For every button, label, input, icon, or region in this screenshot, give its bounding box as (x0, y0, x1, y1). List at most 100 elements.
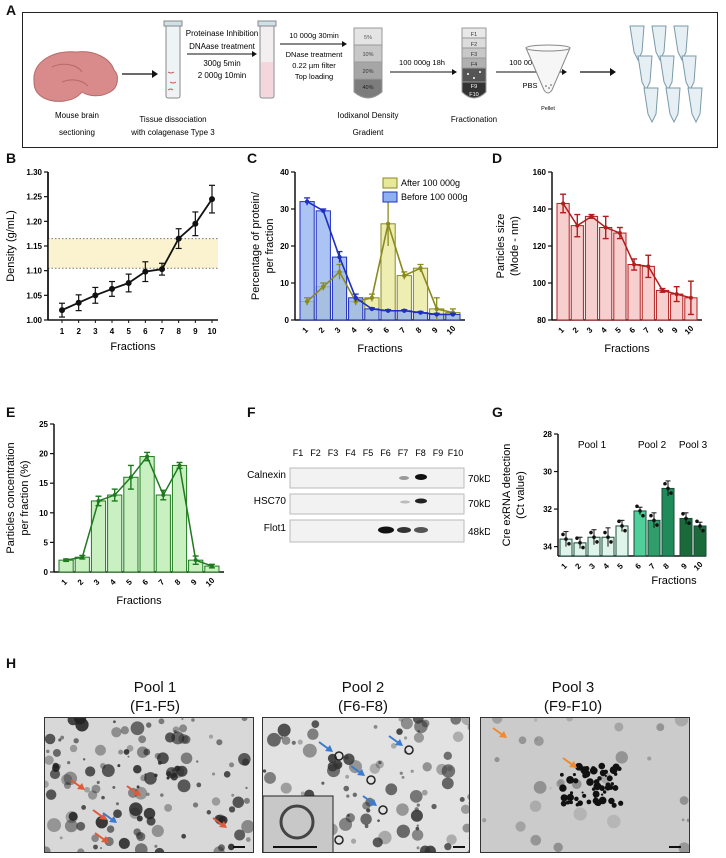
aggregate-particle (595, 784, 598, 787)
x-tick-label: 3 (333, 325, 343, 335)
chart-particle-size: 80 100 120 140 160 1 2 3 4 5 6 7 8 9 10 Fractions Partic… (495, 168, 702, 355)
em-particle (46, 749, 50, 754)
em-particle (372, 837, 383, 848)
blot-label-calnexin: Calnexin (247, 470, 286, 481)
x-axis-label: Fractions (651, 575, 697, 587)
band-flot1-f6 (378, 526, 394, 534)
em-particle (553, 842, 563, 852)
em-particle (91, 834, 99, 843)
step1-top-line3: 300g 5min (203, 59, 240, 68)
x-axis-label: Fractions (110, 341, 156, 353)
em-particle (67, 761, 71, 765)
aggregate-particle (566, 775, 574, 784)
em-particle (416, 846, 420, 850)
blot-fraction-label-f6: F6 (380, 448, 391, 458)
em-particle (344, 755, 349, 760)
em-particle (467, 849, 469, 852)
pool3-label: Pool 3 (679, 440, 708, 451)
em-particle (196, 760, 199, 763)
y-tick-label: 5 (44, 538, 49, 547)
em-particle (118, 749, 124, 755)
replicate-point (595, 540, 599, 544)
gradient-pct-10: 10% (362, 52, 373, 58)
em-particle (281, 736, 291, 745)
em-particle (146, 792, 150, 796)
em-particle (120, 726, 129, 735)
y-tick-label: 30 (543, 468, 552, 477)
replicate-point (669, 491, 673, 495)
em-particle (263, 769, 267, 773)
tube-label-f3: F3 (471, 52, 477, 58)
em-particle (232, 796, 244, 808)
em-particle (686, 818, 689, 823)
em-particle (396, 728, 403, 735)
y-axis-label-line2: (Mode - nm) (509, 216, 521, 276)
density-point (209, 196, 215, 203)
scale-bar (233, 846, 245, 848)
aggregate-particle (574, 796, 579, 802)
replicate-point (687, 521, 691, 525)
aggregate-particle (600, 793, 604, 796)
em-particle (101, 795, 105, 800)
y-tick-label: 1.00 (26, 316, 42, 325)
x-tick-label: 8 (414, 325, 424, 335)
em-particle (459, 796, 465, 802)
replicate-point (609, 540, 613, 544)
blot-label-hsc70: HSC70 (254, 496, 287, 507)
aggregate-particle (608, 785, 614, 790)
y-tick-label: 34 (543, 543, 552, 552)
em-particle (462, 823, 469, 833)
em-particle (94, 744, 106, 756)
em-particle (450, 718, 462, 725)
em-particle (45, 755, 54, 765)
blue-arrow-1-head (357, 769, 365, 776)
em-particle (530, 834, 542, 846)
step4-top: 100 000g 2h (509, 58, 551, 67)
em-particle (679, 796, 689, 805)
replicate-point (663, 481, 667, 486)
em-particle (144, 772, 157, 785)
em-particle (518, 736, 527, 745)
x-tick-label: 8 (656, 325, 666, 335)
em-particle (245, 837, 251, 842)
em-particle (656, 723, 665, 732)
y-axis-label-line1: Particles concentration (5, 442, 17, 553)
em-particle (158, 718, 165, 725)
em-particle (681, 818, 685, 822)
em-particle (115, 802, 120, 806)
replicate-point (561, 532, 565, 537)
x-tick-label: 7 (647, 561, 657, 571)
aggregate-particle (604, 774, 607, 777)
y-tick-label: 32 (543, 505, 552, 514)
aggregate-particle (559, 784, 567, 792)
em-particle (460, 804, 469, 814)
x-tick-label: 3 (92, 577, 102, 587)
replicate-point (638, 509, 642, 513)
gradient-pct-40: 40% (362, 85, 373, 91)
replicate-point (567, 542, 571, 546)
y-tick-label: 0 (285, 316, 290, 325)
bar-6 (633, 510, 647, 557)
em-particle (234, 829, 246, 841)
aggregate-particle (566, 793, 574, 802)
em-particle (515, 821, 526, 832)
em-particle (566, 718, 573, 722)
x-tick-label: 10 (692, 560, 705, 573)
y-axis-label: Density (g/mL) (5, 210, 17, 282)
orange-arrow-0-head (499, 731, 507, 738)
aggregate-particle (600, 785, 604, 789)
em-particle (138, 735, 147, 744)
em-particle (411, 829, 424, 841)
density-point (159, 266, 165, 273)
em-particle (390, 743, 397, 749)
y-axis-label-line1: Percentage of protein/ (250, 191, 262, 300)
data-point (603, 225, 608, 230)
pellet-tube (525, 44, 571, 94)
em-particle (615, 751, 628, 764)
em-particle (174, 765, 181, 772)
em-particle (674, 718, 689, 727)
data-point (369, 295, 375, 300)
aliquot-tubes (629, 25, 703, 124)
em-particle (549, 787, 552, 790)
